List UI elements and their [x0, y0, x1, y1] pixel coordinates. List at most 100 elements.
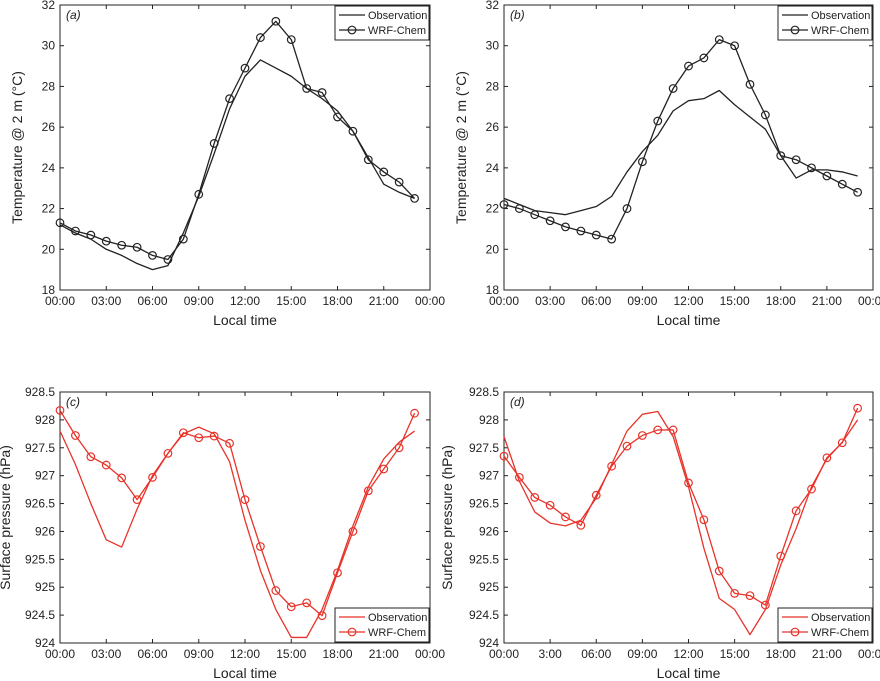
data-point	[302, 84, 312, 93]
data-point	[653, 116, 663, 126]
y-tick-label: 928	[479, 413, 499, 427]
y-tick-label: 20	[42, 242, 56, 256]
data-point	[499, 200, 509, 209]
data-point	[714, 35, 724, 45]
legend-marker	[790, 25, 800, 35]
x-tick-label: 12:00	[230, 294, 260, 308]
plot-frame	[59, 4, 431, 291]
data-point	[410, 193, 419, 203]
data-point	[776, 551, 786, 561]
data-point	[117, 473, 127, 483]
y-tick-label: 22	[486, 202, 500, 216]
data-point	[807, 484, 816, 494]
legend-box	[334, 5, 430, 41]
x-tick-label: 06:00	[581, 647, 611, 661]
x-tick-label: 09:00	[627, 294, 657, 308]
data-point	[684, 61, 693, 71]
legend: Observation WRF-Chem	[777, 607, 873, 643]
data-point	[271, 16, 281, 26]
data-point	[745, 591, 755, 600]
data-point	[225, 94, 234, 104]
x-tick-label: 03:00	[91, 647, 121, 661]
x-tick-label: 12:00	[230, 647, 260, 661]
legend-entry: WRF-Chem	[811, 25, 869, 37]
legend-marker	[347, 627, 357, 637]
data-point	[163, 448, 173, 458]
x-tick-label: 15:00	[720, 647, 750, 661]
x-axis-title: Local time	[657, 665, 721, 681]
data-point	[132, 242, 142, 252]
y-tick-label: 30	[42, 39, 56, 53]
data-point	[55, 218, 65, 228]
data-point	[760, 600, 770, 610]
legend: Observation WRF-Chem	[334, 607, 430, 643]
y-tick-label: 924.5	[25, 608, 55, 622]
y-tick-label: 28	[42, 79, 56, 93]
y-tick-label: 30	[486, 39, 500, 53]
y-tick-label: 20	[486, 242, 500, 256]
y-axis-title: Surface pressure (hPa)	[0, 445, 13, 590]
data-point	[530, 493, 540, 502]
data-point	[668, 84, 678, 93]
data-point	[822, 453, 832, 463]
data-point	[71, 431, 80, 440]
x-tick-label: 09:00	[627, 647, 657, 661]
data-point	[86, 452, 96, 462]
y-tick-label: 927	[35, 469, 55, 483]
data-point	[394, 443, 404, 453]
data-point	[684, 478, 693, 488]
y-tick-label: 924	[35, 636, 55, 650]
legend-entry: WRF-Chem	[368, 627, 426, 639]
x-tick-label: 21:00	[812, 294, 842, 308]
data-point	[379, 464, 389, 474]
panel-label: (c)	[66, 395, 80, 409]
data-point	[317, 88, 327, 97]
y-tick-label: 28	[486, 79, 500, 93]
data-point	[333, 568, 342, 578]
y-tick-label: 928.5	[469, 385, 499, 399]
series-line-observation	[59, 426, 415, 639]
legend-entry: WRF-Chem	[811, 627, 869, 639]
legend-box	[777, 607, 873, 643]
data-point	[286, 602, 296, 612]
data-point	[333, 112, 342, 122]
x-tick-label: 00:00	[415, 294, 445, 308]
data-point	[499, 451, 509, 461]
x-tick-label: 06:00	[137, 647, 167, 661]
x-axis-title: Local time	[213, 312, 277, 328]
legend-entry: Observation	[811, 10, 870, 22]
data-point	[410, 408, 419, 418]
series-line-observation	[503, 89, 858, 216]
x-tick-label: 06:00	[581, 294, 611, 308]
data-point	[853, 403, 863, 413]
y-tick-label: 26	[486, 120, 500, 134]
data-point	[837, 438, 847, 448]
data-point	[379, 167, 389, 177]
data-point	[363, 155, 373, 165]
legend-marker	[347, 25, 357, 35]
data-point	[699, 515, 709, 525]
legend-box	[334, 607, 430, 643]
y-tick-label: 926	[479, 524, 499, 538]
data-point	[607, 234, 617, 244]
series-line-wrf-chem	[503, 407, 859, 606]
panel-label: (b)	[510, 8, 525, 22]
legend: Observation WRF-Chem	[777, 5, 873, 41]
y-tick-label: 927.5	[469, 441, 499, 455]
data-point	[791, 155, 801, 165]
data-point	[837, 179, 847, 189]
data-point	[637, 431, 647, 440]
chart-panel-4: 00:00 3:00 06:00 09:00 12:00 15:00 18:00 21:00 0…	[439, 385, 880, 681]
data-point	[286, 35, 296, 45]
data-point	[302, 598, 312, 608]
x-tick-label: 18:00	[322, 647, 352, 661]
x-tick-label: 09:00	[184, 294, 214, 308]
data-point	[653, 425, 663, 435]
series-line-wrf-chem	[503, 38, 858, 240]
x-tick-label: 18:00	[766, 647, 796, 661]
plot-frame	[59, 391, 431, 644]
data-point	[240, 495, 250, 505]
x-tick-label: 00:00	[45, 647, 75, 661]
data-point	[271, 586, 281, 595]
y-tick-label: 928	[35, 413, 55, 427]
